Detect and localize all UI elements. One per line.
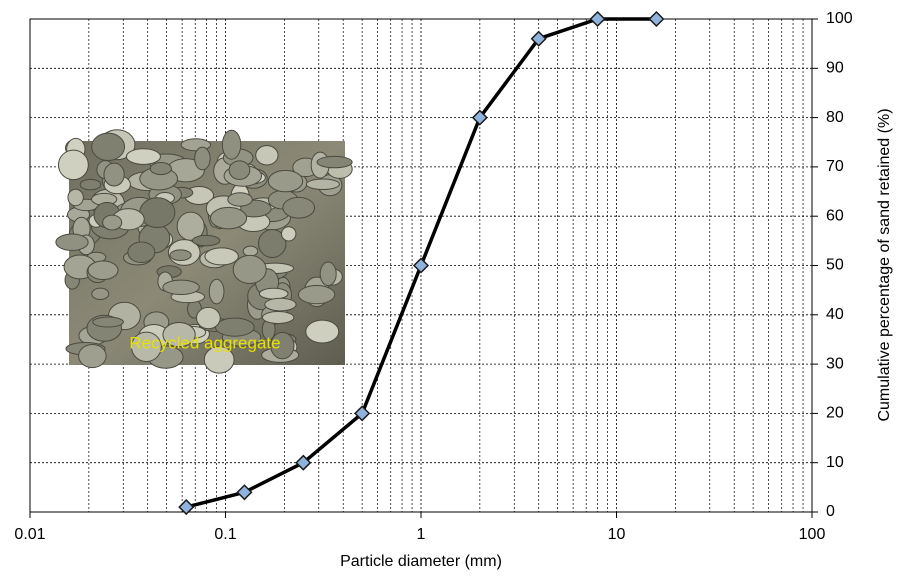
rock [227, 192, 253, 207]
rock [305, 319, 340, 344]
rock [208, 278, 225, 305]
rock [196, 306, 221, 330]
y-tick-label: 80 [826, 109, 844, 126]
inset-label: Recycled aggregate [129, 333, 280, 352]
x-tick-label: 0.01 [14, 526, 45, 543]
data-point [471, 109, 488, 126]
rock [162, 279, 200, 296]
x-tick-label: 0.1 [214, 526, 236, 543]
x-axis-label: Particle diameter (mm) [340, 553, 502, 570]
rock [297, 284, 336, 305]
y-tick-label: 30 [826, 355, 844, 372]
rock [270, 331, 295, 360]
rock [264, 297, 297, 312]
y-tick-label: 100 [826, 10, 853, 27]
rock [103, 162, 125, 187]
rock [255, 145, 279, 166]
rock [258, 287, 289, 300]
data-point [648, 10, 665, 28]
y-tick-label: 70 [826, 158, 844, 175]
data-point [236, 484, 253, 501]
rock [232, 254, 267, 285]
rock [130, 331, 162, 362]
rock [169, 249, 192, 261]
data-point [354, 405, 371, 422]
rock [91, 287, 110, 301]
data-point [530, 30, 547, 47]
rock [221, 129, 242, 160]
rock [305, 178, 340, 191]
data-point [295, 454, 312, 471]
rock [204, 247, 239, 266]
rock [139, 197, 176, 228]
rock [242, 245, 259, 257]
rock [282, 196, 316, 219]
rock [87, 260, 119, 281]
rock [79, 178, 102, 191]
rock [267, 169, 304, 193]
rock [319, 261, 337, 287]
rock [203, 346, 235, 374]
data-point [412, 257, 430, 274]
data-point [589, 10, 606, 28]
rock [78, 344, 107, 369]
rock [162, 322, 196, 348]
y-tick-label: 50 [826, 257, 844, 274]
rock [91, 132, 126, 161]
rock [127, 241, 156, 264]
data-point [178, 499, 195, 516]
rock [102, 214, 123, 231]
x-tick-label: 100 [799, 526, 826, 543]
rock [228, 160, 251, 180]
rock [55, 233, 89, 251]
y-axis-label: Cumulative percentage of sand retained (… [876, 108, 893, 421]
y-tick-label: 20 [826, 405, 844, 422]
rock [67, 188, 84, 207]
rock [281, 226, 297, 242]
rock [316, 155, 353, 169]
rock [92, 316, 124, 328]
x-tick-label: 1 [417, 526, 426, 543]
y-tick-label: 90 [826, 60, 844, 77]
rock [191, 234, 221, 247]
x-tick-label: 10 [608, 526, 626, 543]
rock [209, 206, 248, 230]
rock [125, 148, 161, 165]
rock [149, 162, 172, 176]
rock [57, 149, 89, 181]
plot-frame [29, 18, 813, 513]
rock [257, 228, 287, 258]
rock [194, 146, 211, 171]
y-tick-label: 40 [826, 306, 844, 323]
y-tick-label: 10 [826, 454, 844, 471]
y-tick-label: 60 [826, 207, 844, 224]
y-tick-label: 0 [826, 503, 835, 520]
rock [261, 311, 295, 325]
inset-photo [55, 129, 353, 374]
